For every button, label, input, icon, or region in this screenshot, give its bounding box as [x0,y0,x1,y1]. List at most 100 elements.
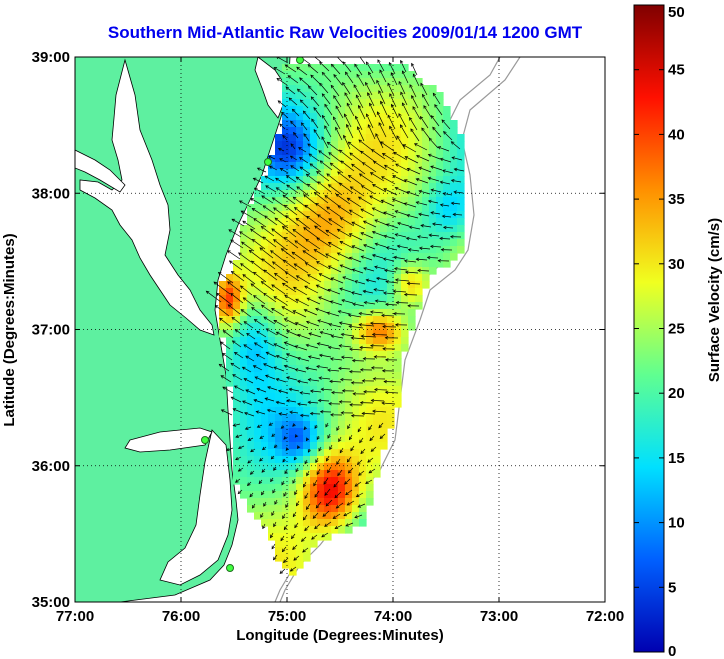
velocity-vector-head [273,207,277,211]
velocity-cell [331,92,339,100]
velocity-vector-head [303,426,307,431]
velocity-vector [367,124,376,140]
velocity-vector [390,72,398,86]
velocity-cell [289,393,297,401]
velocity-cell [254,337,262,345]
velocity-cell [247,260,255,268]
velocity-cell [289,512,297,520]
velocity-vector-head [381,176,385,180]
velocity-vector [339,182,354,194]
velocity-cell [345,323,353,331]
velocity-cell [380,260,388,268]
velocity-cell [380,113,388,121]
velocity-vector-head [405,236,410,241]
velocity-vector [366,61,374,74]
velocity-cell [240,260,248,268]
velocity-cell [282,330,290,338]
velocity-vector [243,297,255,307]
velocity-vector [297,334,311,340]
velocity-vector [259,435,265,439]
velocity-vector [330,300,343,306]
velocity-cell [261,323,269,331]
velocity-vector-head [292,423,296,427]
velocity-cell [345,253,353,261]
velocity-vector [267,386,278,391]
velocity-cell [331,99,339,107]
velocity-vector-head [299,166,304,170]
velocity-cell [394,379,402,387]
velocity-cell [436,197,444,205]
velocity-cell [268,337,276,345]
velocity-vector [291,533,296,539]
velocity-vector-head [316,170,320,175]
velocity-vector [319,83,329,94]
velocity-cell [352,148,360,156]
velocity-vector-head [373,288,377,292]
velocity-vector-head [358,173,363,177]
velocity-cell [317,78,325,86]
velocity-cell [289,218,297,226]
velocity-vector-head [403,259,408,263]
velocity-cell [338,92,346,100]
velocity-cell [429,218,437,226]
velocity-cell [373,414,381,422]
velocity-vector-head [410,128,414,132]
velocity-cell [282,295,290,303]
velocity-cell [261,344,269,352]
velocity-vector-head [281,548,286,553]
velocity-cell [380,421,388,429]
colorbar-tick-label: 0 [668,643,676,659]
velocity-vector [352,269,364,274]
velocity-vector [234,352,244,359]
velocity-vector [337,171,352,183]
velocity-vector-head [296,66,300,71]
velocity-vector-head [270,455,275,460]
velocity-cell [345,71,353,79]
velocity-cell [275,344,283,352]
velocity-cell [394,92,402,100]
velocity-cell [268,428,276,436]
velocity-cell [436,134,444,142]
velocity-cell [303,316,311,324]
velocity-vector [337,252,351,260]
velocity-vector [329,444,333,450]
velocity-cell [226,337,234,345]
velocity-vector-head [350,336,355,340]
velocity-cell [261,491,269,499]
velocity-vector-head [264,175,269,179]
velocity-cell [352,386,360,394]
velocity-cell [303,533,311,541]
velocity-cell [345,330,353,338]
velocity-cell [303,393,311,401]
x-tick-label: 77:00 [56,608,94,625]
velocity-cell [268,302,276,310]
velocity-cell [310,400,318,408]
velocity-vector-head [219,341,224,345]
velocity-vector [314,249,329,259]
velocity-cell [289,519,297,527]
velocity-vector-head [404,156,409,160]
velocity-vector-head [383,291,387,295]
velocity-vector [339,345,352,348]
velocity-cell [275,316,283,324]
velocity-cell [338,421,346,429]
velocity-vector [393,256,406,260]
velocity-vector-head [376,276,380,281]
velocity-vector-head [295,275,300,279]
velocity-cell [296,323,304,331]
velocity-vector-head [314,525,318,530]
velocity-cell [429,148,437,156]
velocity-vector-head [365,113,370,117]
velocity-cell [380,225,388,233]
velocity-vector-head [240,241,245,245]
velocity-cell [331,225,339,233]
velocity-cell [338,526,346,534]
velocity-cell [408,323,416,331]
velocity-vector-head [316,364,320,369]
velocity-cell [317,120,325,128]
velocity-vector [366,113,374,129]
velocity-vector [220,341,231,350]
velocity-vector [327,433,331,439]
velocity-cell [408,141,416,149]
velocity-cell [289,351,297,359]
